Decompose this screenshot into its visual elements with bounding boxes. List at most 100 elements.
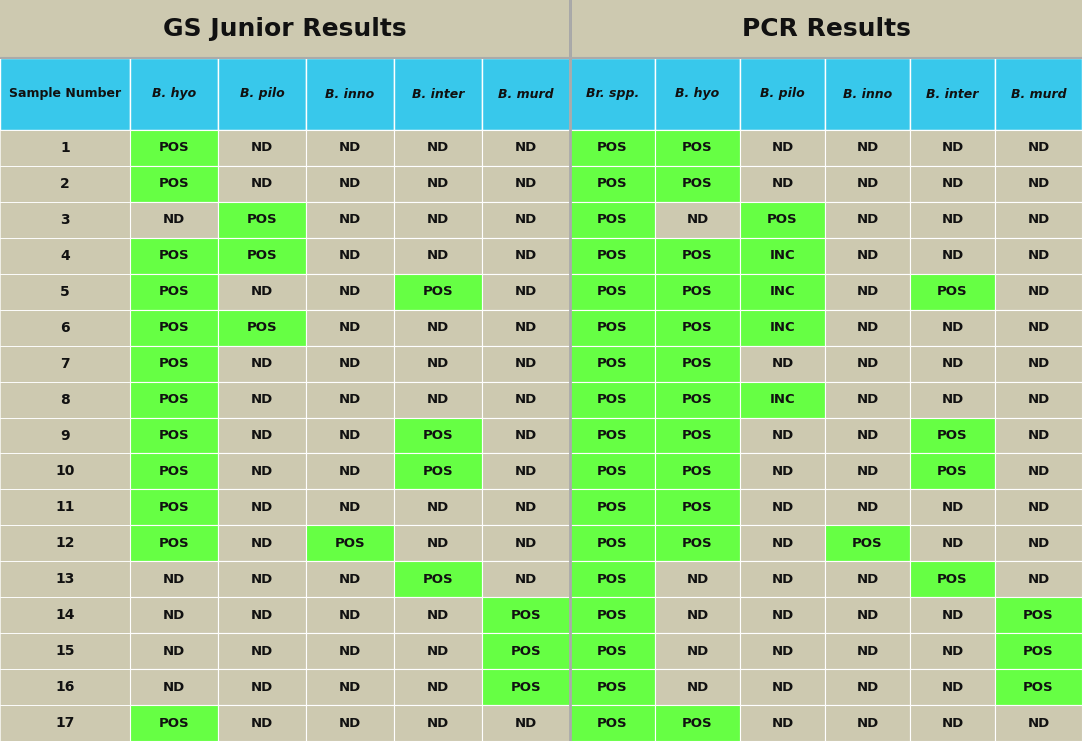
Text: ND: ND bbox=[771, 357, 793, 370]
Text: ND: ND bbox=[427, 717, 449, 730]
Text: 5: 5 bbox=[61, 285, 70, 299]
Text: POS: POS bbox=[159, 321, 189, 334]
Text: ND: ND bbox=[856, 717, 879, 730]
Text: B. hyo: B. hyo bbox=[675, 87, 720, 101]
Bar bbox=[394, 597, 481, 633]
Text: ND: ND bbox=[251, 285, 273, 298]
Text: ND: ND bbox=[339, 357, 361, 370]
Text: B. hyo: B. hyo bbox=[151, 87, 196, 101]
Text: POS: POS bbox=[682, 142, 713, 154]
Text: ND: ND bbox=[251, 717, 273, 730]
Text: 7: 7 bbox=[61, 356, 70, 370]
Text: ND: ND bbox=[856, 249, 879, 262]
Text: POS: POS bbox=[159, 501, 189, 514]
Text: ND: ND bbox=[251, 501, 273, 514]
Text: Br. spp.: Br. spp. bbox=[585, 87, 639, 101]
Text: ND: ND bbox=[339, 142, 361, 154]
Text: ND: ND bbox=[427, 680, 449, 694]
Text: POS: POS bbox=[597, 536, 628, 550]
Bar bbox=[306, 273, 394, 310]
Text: ND: ND bbox=[251, 465, 273, 478]
Text: 14: 14 bbox=[55, 608, 75, 622]
Bar bbox=[306, 669, 394, 705]
Bar bbox=[394, 238, 481, 273]
Bar bbox=[394, 489, 481, 525]
Text: ND: ND bbox=[515, 393, 537, 406]
Bar bbox=[481, 166, 570, 202]
Text: ND: ND bbox=[1028, 213, 1050, 226]
Bar bbox=[217, 310, 306, 345]
Bar bbox=[655, 202, 740, 238]
Text: ND: ND bbox=[1028, 501, 1050, 514]
Bar bbox=[481, 597, 570, 633]
Text: POS: POS bbox=[767, 213, 797, 226]
Text: ND: ND bbox=[339, 249, 361, 262]
Text: ND: ND bbox=[856, 680, 879, 694]
Bar bbox=[570, 130, 655, 166]
Bar bbox=[824, 58, 910, 130]
Bar bbox=[217, 669, 306, 705]
Text: ND: ND bbox=[1028, 249, 1050, 262]
Bar bbox=[394, 705, 481, 741]
Text: ND: ND bbox=[163, 213, 185, 226]
Bar bbox=[910, 561, 995, 597]
Text: ND: ND bbox=[251, 357, 273, 370]
Bar bbox=[306, 597, 394, 633]
Bar bbox=[995, 633, 1082, 669]
Bar bbox=[655, 58, 740, 130]
Text: ND: ND bbox=[1028, 573, 1050, 586]
Bar bbox=[130, 633, 217, 669]
Bar bbox=[130, 345, 217, 382]
Text: POS: POS bbox=[423, 573, 453, 586]
Text: POS: POS bbox=[682, 501, 713, 514]
Text: POS: POS bbox=[682, 249, 713, 262]
Text: ND: ND bbox=[427, 213, 449, 226]
Text: ND: ND bbox=[686, 608, 709, 622]
Bar bbox=[0, 345, 130, 382]
Text: ND: ND bbox=[339, 213, 361, 226]
Bar bbox=[394, 345, 481, 382]
Text: ND: ND bbox=[339, 321, 361, 334]
Text: POS: POS bbox=[423, 429, 453, 442]
Text: ND: ND bbox=[856, 321, 879, 334]
Text: POS: POS bbox=[159, 465, 189, 478]
Bar bbox=[394, 382, 481, 417]
Bar bbox=[0, 58, 130, 130]
Bar bbox=[306, 58, 394, 130]
Bar bbox=[570, 453, 655, 489]
Text: PCR Results: PCR Results bbox=[741, 17, 910, 41]
Text: ND: ND bbox=[515, 717, 537, 730]
Text: POS: POS bbox=[853, 536, 883, 550]
Bar bbox=[740, 273, 824, 310]
Text: POS: POS bbox=[682, 321, 713, 334]
Text: POS: POS bbox=[682, 285, 713, 298]
Bar bbox=[570, 525, 655, 561]
Text: POS: POS bbox=[682, 465, 713, 478]
Text: ND: ND bbox=[941, 249, 964, 262]
Bar bbox=[655, 597, 740, 633]
Text: Sample Number: Sample Number bbox=[9, 87, 121, 101]
Bar bbox=[824, 345, 910, 382]
Bar bbox=[130, 453, 217, 489]
Text: ND: ND bbox=[515, 285, 537, 298]
Text: ND: ND bbox=[1028, 142, 1050, 154]
Bar bbox=[824, 202, 910, 238]
Text: ND: ND bbox=[251, 429, 273, 442]
Bar bbox=[740, 238, 824, 273]
Bar bbox=[394, 525, 481, 561]
Bar bbox=[0, 130, 130, 166]
Bar bbox=[995, 238, 1082, 273]
Text: ND: ND bbox=[515, 573, 537, 586]
Bar bbox=[394, 58, 481, 130]
Bar bbox=[0, 238, 130, 273]
Bar bbox=[130, 597, 217, 633]
Text: POS: POS bbox=[159, 393, 189, 406]
Text: ND: ND bbox=[251, 608, 273, 622]
Bar bbox=[0, 202, 130, 238]
Text: ND: ND bbox=[427, 177, 449, 190]
Bar bbox=[306, 166, 394, 202]
Text: ND: ND bbox=[686, 680, 709, 694]
Bar bbox=[217, 202, 306, 238]
Text: ND: ND bbox=[941, 717, 964, 730]
Text: ND: ND bbox=[941, 393, 964, 406]
